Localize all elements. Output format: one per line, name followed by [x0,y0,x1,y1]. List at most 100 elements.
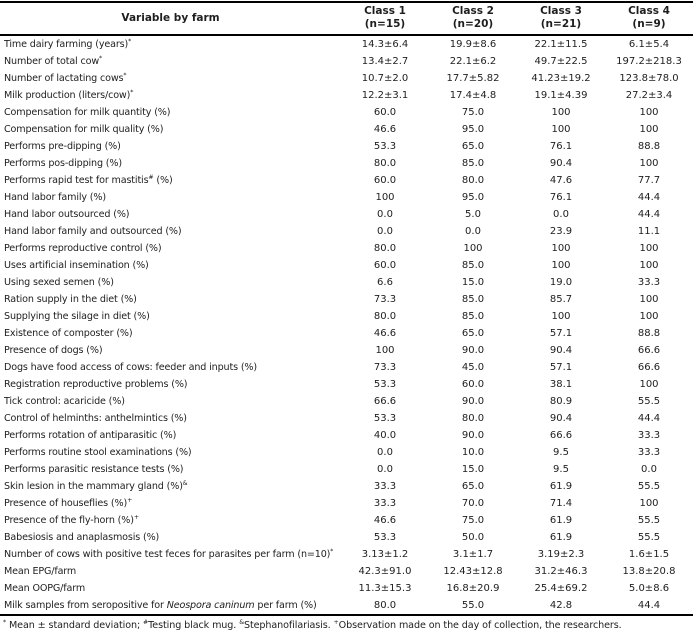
value-cell: 90.0 [461,345,485,357]
table-row: Hand labor family and outsourced (%) 0.0 0… [0,223,693,240]
superscript-marker: + [333,619,339,627]
superscript-marker: * [99,55,102,63]
value-cell: 27.2±3.4 [625,90,673,102]
value-cell: 60.0 [373,107,397,119]
class-column-header-2: Class 2 (n=20) [429,0,517,37]
value-cell: 47.6 [549,175,573,187]
row-label: Time dairy farming (years)* [4,38,132,51]
value-cell: 19.9±8.6 [449,39,497,51]
class-header-n: (n=20) [452,18,494,31]
value-cell: 123.8±78.0 [619,73,679,85]
row-label: Number of total cow* [4,55,102,68]
value-cell: 85.0 [461,294,485,306]
table-row: Babesiosis and anaplasmosis (%) 53.3 50.0 6… [0,529,693,546]
value-cell: 33.3 [637,277,661,289]
value-cell: 65.0 [461,141,485,153]
value-cell: 85.0 [461,311,485,323]
class-header-n: (n=9) [632,18,666,31]
value-cell: 0.0 [377,447,393,459]
value-cell: 61.9 [549,481,573,493]
table-row: Performs pre-dipping (%) 53.3 65.0 76.1 88.8 [0,138,693,155]
value-cell: 95.0 [461,124,485,136]
value-cell: 100 [463,243,483,255]
value-cell: 66.6 [373,396,397,408]
value-cell: 100 [639,124,659,136]
value-cell: 11.1 [637,226,661,238]
value-cell: 197.2±218.3 [616,56,682,68]
value-cell: 15.0 [461,277,485,289]
table-row: Mean EPG/farm 42.3±91.0 12.43±12.8 31.2±46.… [0,563,693,580]
value-cell: 65.0 [461,481,485,493]
value-cell: 14.3±6.4 [361,39,409,51]
table-row: Registration reproductive problems (%) 53… [0,376,693,393]
superscript-marker: + [133,514,139,522]
value-cell: 77.7 [637,175,661,187]
value-cell: 100 [551,124,571,136]
value-cell: 75.0 [461,107,485,119]
superscript-marker: * [123,72,127,80]
value-cell: 85.7 [549,294,573,306]
value-cell: 55.5 [637,532,661,544]
value-cell: 100 [551,107,571,119]
table-row: Number of lactating cows* 10.7±2.0 17.7±5.… [0,70,693,87]
superscript-marker: & [239,619,244,627]
value-cell: 0.0 [641,464,657,476]
value-cell: 22.1±6.2 [449,56,497,68]
value-cell: 100 [639,311,659,323]
row-label: Compensation for milk quality (%) [4,124,164,136]
class-header-name: Class 4 [628,5,670,17]
row-label: Performs parasitic resistance tests (%) [4,464,184,476]
table-row: Ration supply in the diet (%) 73.3 85.0 85.… [0,291,693,308]
value-cell: 80.0 [341,597,429,617]
value-cell: 76.1 [549,141,573,153]
class-column-header-1: Class 1 (n=15) [341,0,429,37]
table-row: Number of cows with positive test feces … [0,546,693,563]
value-cell: 80.0 [373,243,397,255]
value-cell: 44.4 [637,192,661,204]
value-cell: 10.0 [461,447,485,459]
row-label: Control of helminths: anthelmintics (%) [4,413,187,425]
row-label: Number of cows with positive test feces … [4,548,334,561]
value-cell: 17.7±5.82 [446,73,500,85]
value-cell: 13.8±20.8 [622,566,676,578]
superscript-marker: * [3,619,7,627]
table-row: Performs rotation of antiparasitic (%) 40… [0,427,693,444]
value-cell: 85.0 [461,260,485,272]
superscript-marker: # [143,619,149,627]
value-cell: 100 [639,379,659,391]
value-cell: 73.3 [373,362,397,374]
row-label: Performs reproductive control (%) [4,243,162,255]
value-cell: 53.3 [373,532,397,544]
value-cell: 33.3 [373,498,397,510]
value-cell: 90.0 [461,396,485,408]
table-row: Presence of dogs (%) 100 90.0 90.4 66.6 [0,342,693,359]
value-cell: 80.0 [373,311,397,323]
value-cell: 3.19±2.3 [537,549,585,561]
value-cell: 90.4 [549,413,573,425]
value-cell: 90.0 [461,430,485,442]
value-cell: 0.0 [377,226,393,238]
value-cell: 55.0 [429,597,517,617]
value-cell: 40.0 [373,430,397,442]
row-label: Presence of the fly-horn (%)+ [4,514,139,527]
value-cell: 100 [639,294,659,306]
value-cell: 42.3±91.0 [358,566,412,578]
value-cell: 6.1±5.4 [628,39,670,51]
value-cell: 100 [639,260,659,272]
table-row: Milk production (liters/cow)* 12.2±3.1 17.… [0,87,693,104]
value-cell: 5.0 [465,209,481,221]
value-cell: 100 [551,311,571,323]
table-row: Supplying the silage in diet (%) 80.0 85.0… [0,308,693,325]
table-row: Time dairy farming (years)* 14.3±6.4 19.9±… [0,35,693,53]
value-cell: 42.8 [517,597,605,617]
row-label: Skin lesion in the mammary gland (%)& [4,480,188,493]
table-row: Uses artificial insemination (%) 60.0 85.0… [0,257,693,274]
value-cell: 60.0 [461,379,485,391]
value-cell: 53.3 [373,141,397,153]
value-cell: 55.5 [637,396,661,408]
header-row: Variable by farm Class 1 (n=15) Class 2 (n=… [0,0,693,37]
table-row: Hand labor family (%) 100 95.0 76.1 44.4 [0,189,693,206]
value-cell: 44.4 [637,209,661,221]
class-header-n: (n=15) [364,18,406,31]
